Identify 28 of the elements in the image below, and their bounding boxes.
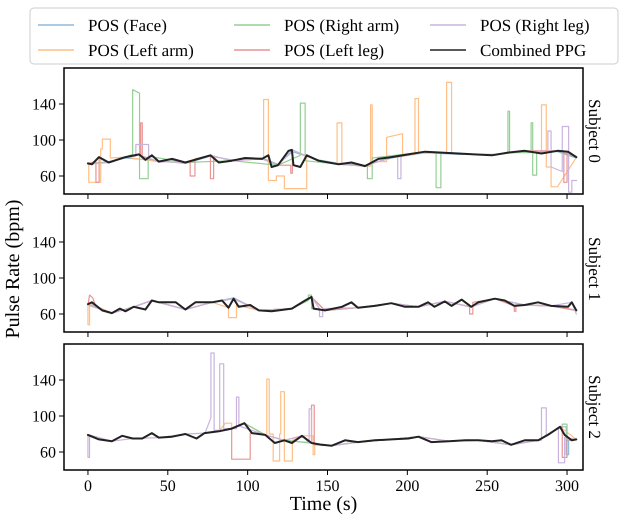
x-axis-title: Time (s)	[290, 493, 358, 515]
y-tick-label: 140	[32, 96, 56, 114]
text: Subject 1	[585, 237, 604, 301]
y-tick-label: 100	[32, 132, 56, 150]
legend-label: POS (Right leg)	[480, 16, 590, 35]
y-tick-label: 100	[32, 408, 56, 426]
legend-label: Combined PPG	[480, 40, 586, 60]
x-tick-label: 300	[555, 478, 580, 495]
y-tick-label: 60	[40, 444, 56, 462]
line-series	[86, 422, 578, 447]
legend-label: POS (Left leg)	[284, 40, 384, 60]
y-tick-label: 140	[32, 234, 56, 252]
y-tick-label: 60	[40, 306, 56, 324]
x-tick-label: 250	[475, 478, 500, 495]
x-tick-label: 150	[315, 478, 340, 495]
y-axis-title: Pulse Rate (bpm)	[2, 200, 24, 338]
y-tick-label: 60	[40, 168, 56, 186]
x-tick-label: 0	[84, 478, 92, 495]
y-tick-label: 140	[32, 372, 56, 390]
y-tick-label: 100	[32, 270, 56, 288]
text: Subject 2	[585, 375, 604, 439]
legend-label: POS (Left arm)	[88, 40, 194, 60]
x-tick-label: 100	[236, 478, 260, 495]
x-tick-label: 50	[160, 478, 176, 495]
legend-label: POS (Face)	[88, 16, 167, 35]
legend-label: POS (Right arm)	[284, 16, 400, 35]
x-tick-label: 200	[395, 478, 420, 495]
text: Subject 0	[585, 99, 604, 163]
